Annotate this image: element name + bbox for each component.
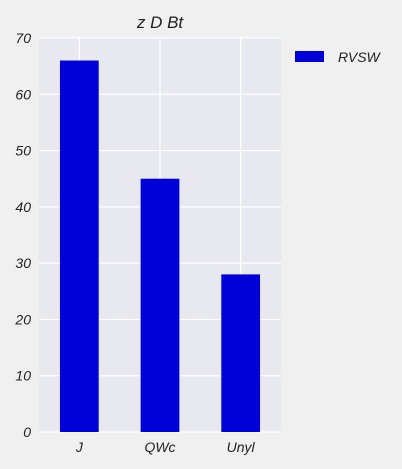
legend-label: RVSW	[338, 49, 382, 65]
x-tick-label: Unyl	[227, 439, 256, 455]
bars	[59, 60, 261, 433]
bar-j	[59, 60, 99, 433]
y-tick-label: 10	[15, 368, 31, 384]
x-tick-label: QWc	[144, 439, 175, 455]
y-axis-ticks: 0 10 20 30 40 50 60 70	[14, 30, 31, 440]
y-tick-label: 40	[15, 199, 31, 215]
y-tick-label: 60	[15, 86, 31, 102]
y-tick-label: 70	[15, 30, 31, 46]
legend: RVSW	[295, 49, 382, 65]
x-tick-label: J	[75, 439, 84, 455]
bar-unyl	[221, 274, 261, 432]
y-tick-label: 30	[15, 255, 31, 271]
chart-title: z D Bt	[136, 13, 185, 32]
y-tick-label: 0	[23, 424, 31, 440]
y-tick-label: 50	[15, 143, 31, 159]
y-tick-label: 20	[14, 311, 31, 327]
x-axis-ticks: J QWc Unyl	[75, 439, 256, 455]
bar-qwc	[140, 178, 180, 432]
legend-swatch	[295, 51, 324, 62]
